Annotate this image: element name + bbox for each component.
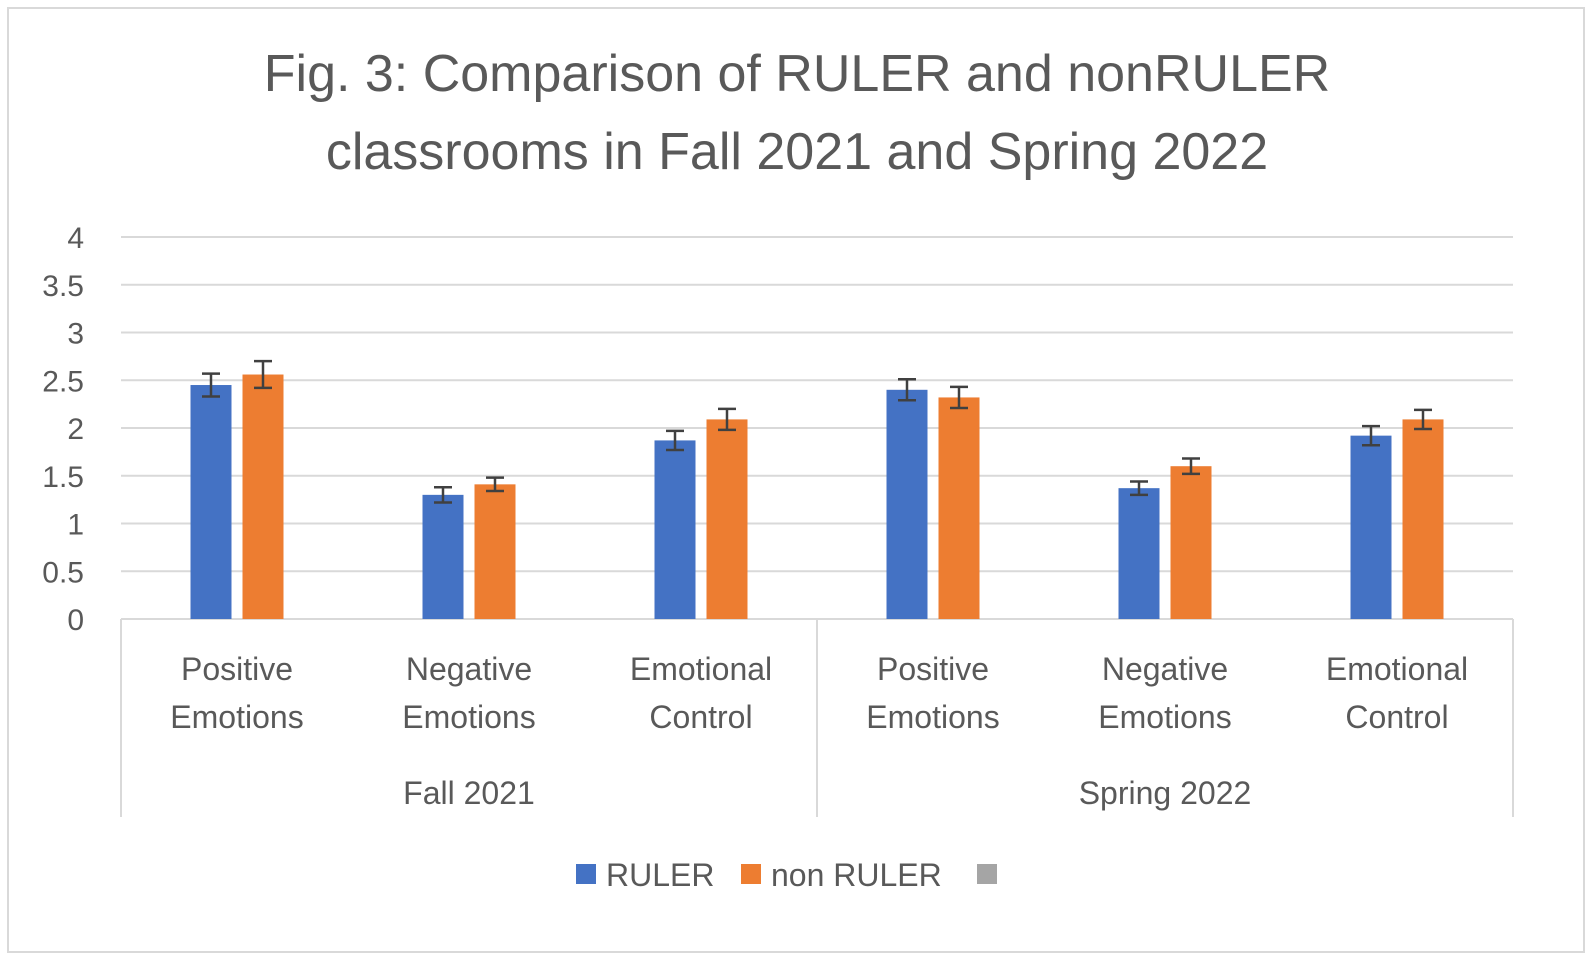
x-category-label: Emotions — [866, 699, 999, 735]
bar-ruler — [886, 389, 928, 619]
x-category-label: Emotions — [170, 699, 303, 735]
x-category-label: Positive — [181, 651, 293, 687]
legend-swatch — [741, 864, 761, 884]
x-group-label: Spring 2022 — [1079, 775, 1252, 811]
y-tick-label: 3 — [67, 318, 84, 351]
y-tick-label: 1 — [67, 509, 84, 542]
bar-non-ruler — [1170, 466, 1212, 619]
x-category-label: Emotions — [1098, 699, 1231, 735]
legend-label: RULER — [606, 857, 714, 893]
bar-non-ruler — [938, 397, 980, 619]
x-category-label: Emotional — [1326, 651, 1468, 687]
chart-title-line-2: classrooms in Fall 2021 and Spring 2022 — [325, 123, 1269, 181]
x-group-label: Fall 2021 — [403, 775, 535, 811]
y-tick-label: 0.5 — [42, 556, 84, 589]
x-category-label: Emotional — [630, 651, 772, 687]
x-category-label: Control — [1345, 699, 1448, 735]
bar-ruler — [1350, 435, 1392, 619]
bar-ruler — [654, 440, 696, 619]
bar-ruler — [190, 385, 232, 619]
y-tick-label: 2.5 — [42, 365, 84, 398]
y-tick-label: 3.5 — [42, 270, 84, 303]
y-tick-label: 0 — [67, 604, 84, 637]
chart-frame — [7, 7, 1585, 953]
y-tick-label: 1.5 — [42, 461, 84, 494]
bar-non-ruler — [242, 374, 284, 619]
bar-ruler — [422, 494, 464, 619]
legend-swatch — [977, 864, 997, 884]
x-category-label: Control — [649, 699, 752, 735]
y-tick-label: 2 — [67, 413, 84, 446]
x-category-label: Positive — [877, 651, 989, 687]
y-tick-label: 4 — [67, 222, 84, 255]
bar-ruler — [1118, 488, 1160, 619]
x-category-label: Negative — [406, 651, 532, 687]
bar-non-ruler — [706, 419, 748, 619]
legend-swatch — [576, 864, 596, 884]
chart-title-line-1: Fig. 3: Comparison of RULER and nonRULER — [263, 45, 1331, 103]
bar-non-ruler — [1402, 419, 1444, 619]
x-category-label: Emotions — [402, 699, 535, 735]
legend-label: non RULER — [771, 857, 942, 893]
x-category-label: Negative — [1102, 651, 1228, 687]
bar-non-ruler — [474, 484, 516, 619]
